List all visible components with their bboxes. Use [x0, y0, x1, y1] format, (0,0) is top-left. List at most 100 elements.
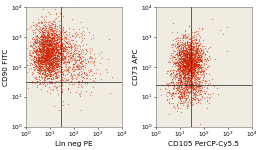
Point	[185, 79, 189, 82]
Point	[37, 48, 41, 51]
Point	[184, 87, 188, 90]
Point	[48, 44, 52, 46]
Point	[37, 48, 41, 50]
Point	[191, 47, 195, 49]
Point	[179, 56, 183, 58]
Point	[48, 59, 52, 62]
Point	[165, 70, 170, 72]
Point	[197, 82, 201, 84]
Point	[183, 60, 187, 62]
Point	[79, 62, 84, 64]
Point	[189, 55, 193, 58]
Point	[187, 75, 191, 78]
Point	[178, 77, 182, 80]
Point	[61, 57, 65, 60]
Point	[40, 83, 45, 86]
Point	[186, 64, 190, 67]
Point	[188, 58, 192, 61]
Point	[183, 58, 187, 61]
Point	[180, 62, 185, 65]
Point	[35, 40, 39, 42]
Point	[49, 43, 53, 45]
Point	[186, 51, 190, 54]
Point	[64, 38, 68, 40]
Point	[35, 72, 40, 75]
Point	[45, 51, 49, 54]
Point	[186, 58, 190, 60]
Point	[196, 46, 200, 49]
Point	[188, 79, 192, 81]
Point	[46, 32, 50, 34]
Point	[41, 50, 46, 53]
Point	[60, 42, 64, 44]
Point	[55, 54, 60, 56]
Point	[61, 73, 66, 75]
Point	[88, 56, 92, 59]
Point	[46, 68, 50, 70]
Point	[59, 51, 63, 53]
Point	[182, 92, 186, 94]
Point	[49, 40, 54, 42]
Point	[49, 64, 53, 66]
Point	[182, 57, 186, 59]
Point	[178, 60, 182, 63]
Point	[182, 57, 187, 60]
Point	[50, 51, 55, 54]
Point	[192, 48, 196, 51]
Point	[34, 58, 38, 61]
Point	[197, 50, 201, 53]
Point	[35, 50, 39, 52]
Point	[53, 29, 57, 32]
Point	[49, 73, 53, 75]
Point	[191, 71, 195, 74]
Point	[68, 36, 72, 38]
Point	[190, 66, 194, 69]
Point	[188, 53, 192, 56]
Point	[54, 63, 58, 65]
Point	[48, 55, 52, 57]
Point	[88, 70, 92, 72]
Point	[53, 23, 57, 25]
Point	[31, 46, 35, 49]
Point	[48, 29, 52, 31]
Point	[50, 43, 54, 46]
Point	[178, 82, 182, 85]
Point	[30, 58, 34, 60]
Point	[53, 64, 57, 66]
Point	[198, 54, 202, 56]
Point	[191, 61, 195, 63]
Point	[175, 60, 179, 62]
Point	[28, 62, 32, 64]
Point	[180, 60, 184, 63]
Point	[48, 31, 52, 34]
Point	[44, 56, 48, 58]
Point	[39, 49, 43, 51]
Point	[43, 53, 48, 55]
Point	[46, 56, 51, 59]
Point	[201, 47, 205, 50]
Point	[194, 78, 198, 81]
Point	[77, 81, 81, 83]
Point	[48, 28, 52, 30]
Point	[47, 41, 51, 43]
Point	[190, 47, 194, 49]
Point	[41, 29, 46, 32]
Point	[177, 50, 181, 53]
Point	[184, 88, 188, 90]
Point	[194, 59, 198, 61]
Point	[186, 66, 190, 69]
Point	[193, 42, 197, 44]
Point	[89, 57, 93, 59]
Point	[197, 78, 201, 80]
Point	[78, 61, 82, 63]
Point	[79, 57, 83, 60]
Point	[41, 31, 45, 34]
Point	[194, 59, 199, 62]
Point	[79, 35, 83, 37]
Point	[43, 75, 47, 78]
Point	[40, 30, 44, 32]
Point	[170, 80, 174, 83]
Point	[183, 64, 187, 67]
Point	[44, 56, 48, 59]
Point	[194, 50, 198, 53]
